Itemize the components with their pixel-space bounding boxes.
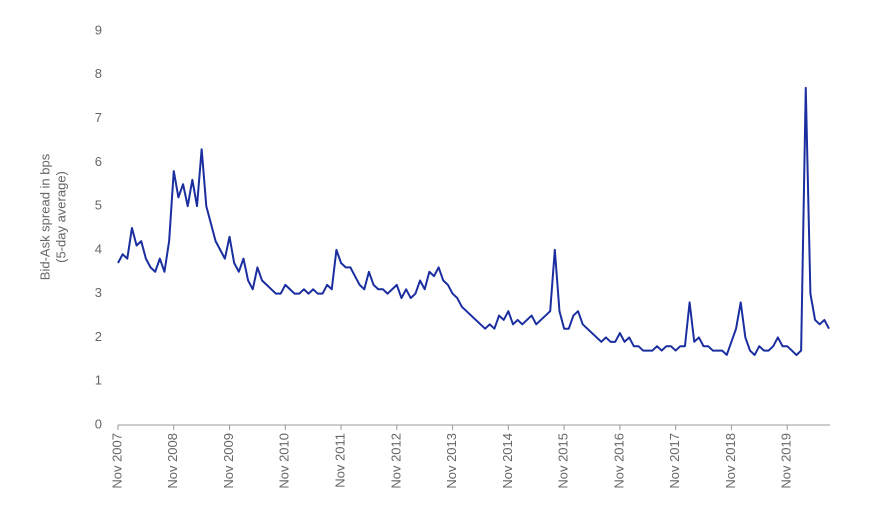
x-tick-label: Nov 2011 xyxy=(332,433,347,488)
y-tick-label: 1 xyxy=(95,373,102,388)
x-tick-label: Nov 2010 xyxy=(277,433,292,489)
y-tick-label: 6 xyxy=(95,154,102,169)
y-tick-label: 9 xyxy=(95,22,102,37)
x-tick-label: Nov 2013 xyxy=(444,433,459,489)
y-tick-label: 3 xyxy=(95,285,102,300)
x-tick-label: Nov 2015 xyxy=(556,433,571,489)
y-tick-label: 7 xyxy=(95,110,102,125)
data-line xyxy=(117,86,830,356)
x-tick-label: Nov 2019 xyxy=(779,433,794,489)
x-tick-label: Nov 2016 xyxy=(611,433,626,489)
x-tick-label: Nov 2012 xyxy=(388,433,403,489)
x-tick-label: Nov 2008 xyxy=(165,433,180,489)
y-axis-label: (5-day average) xyxy=(53,171,68,263)
y-tick-label: 4 xyxy=(95,241,102,256)
x-tick-label: Nov 2007 xyxy=(109,433,124,489)
x-tick-label: Nov 2014 xyxy=(500,433,515,489)
y-axis-label: Bid-Ask spread in bps xyxy=(37,153,52,280)
x-tick-label: Nov 2009 xyxy=(221,433,236,489)
y-tick-label: 8 xyxy=(95,66,102,81)
y-tick-label: 5 xyxy=(95,198,102,213)
x-tick-label: Nov 2017 xyxy=(667,433,682,489)
x-tick-label: Nov 2018 xyxy=(723,433,738,489)
y-tick-label: 2 xyxy=(95,329,102,344)
y-tick-label: 0 xyxy=(95,416,102,431)
